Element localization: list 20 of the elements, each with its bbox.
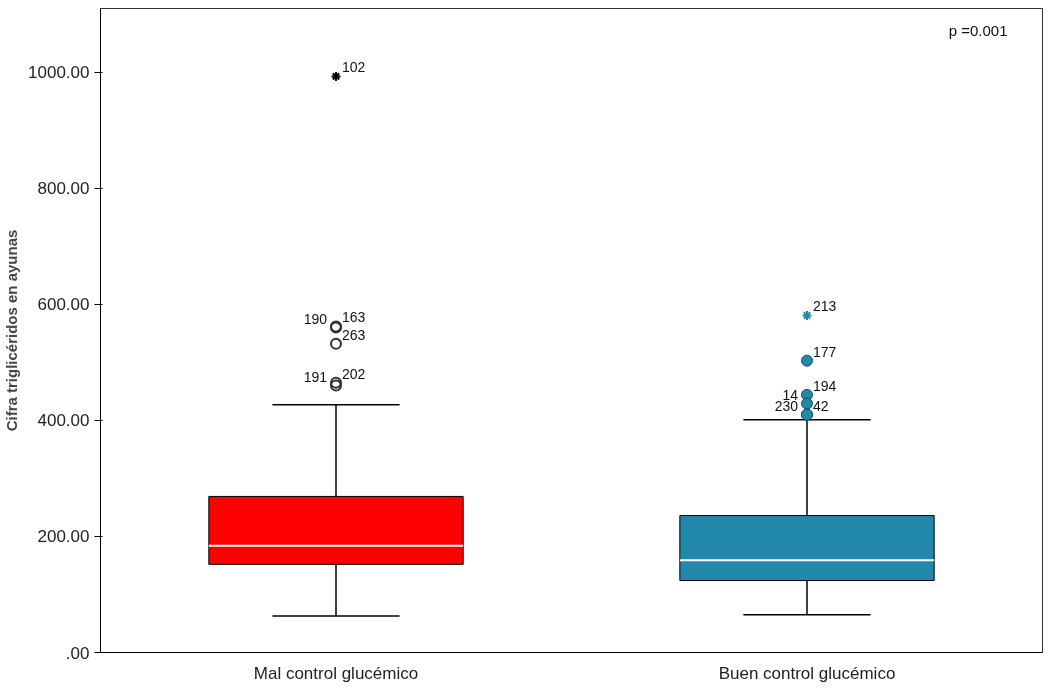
- annotation: 263: [342, 326, 366, 343]
- y-tick-label: 800.00: [37, 179, 90, 199]
- y-tick-label: 600.00: [37, 295, 90, 315]
- annotation: 213: [813, 298, 837, 315]
- y-tick-label: 1000.00: [28, 63, 90, 83]
- annotation: 202: [342, 365, 366, 382]
- x-tick-label: Buen control glucémico: [718, 663, 896, 683]
- x-tick-label: Mal control glucémico: [253, 663, 419, 683]
- y-tick-label: .00: [65, 643, 90, 663]
- annotation: 42: [813, 397, 829, 414]
- annotation: 177: [813, 343, 837, 360]
- y-tick-label: 200.00: [37, 527, 90, 547]
- annotation: 194: [813, 377, 837, 394]
- y-tick-label: 400.00: [37, 411, 90, 431]
- annotation: p =0.001: [948, 21, 1008, 39]
- annotation: 163: [342, 309, 366, 326]
- annotation: 102: [342, 59, 366, 76]
- annotation: 191: [303, 368, 328, 385]
- y-axis-title: Cifra triglicéridos en ayunas: [3, 229, 21, 432]
- annotation: 190: [303, 310, 328, 327]
